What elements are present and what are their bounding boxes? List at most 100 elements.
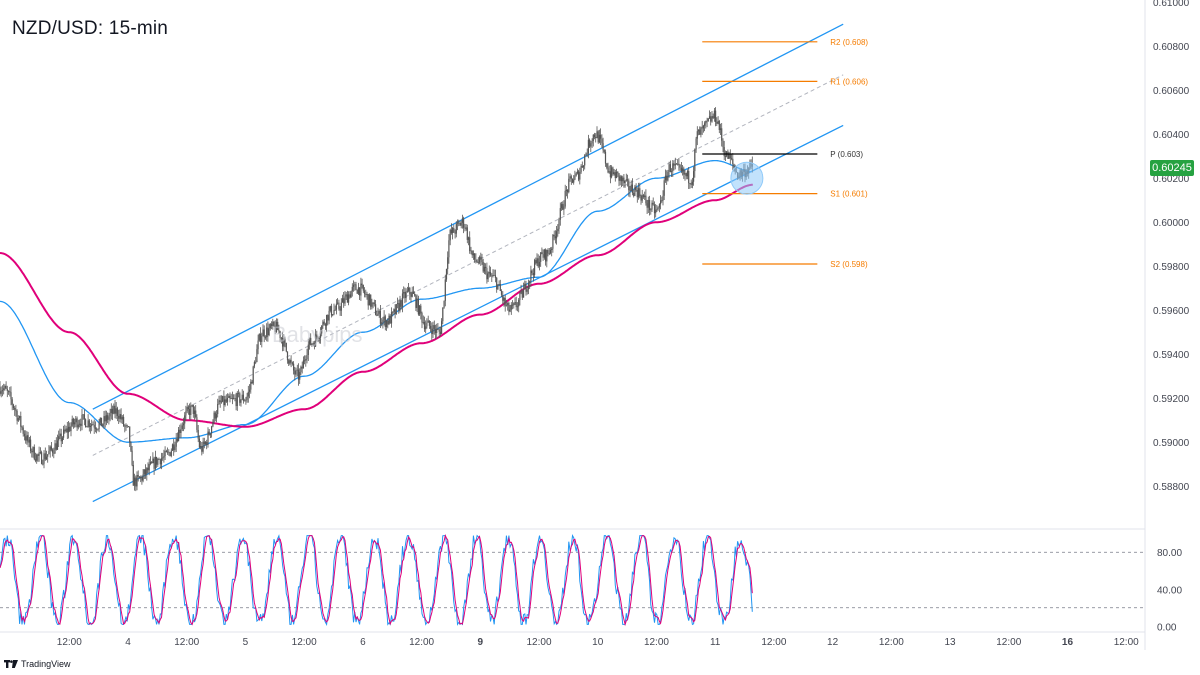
candle-body (651, 202, 653, 210)
candle-body (20, 416, 22, 427)
candle-body (337, 302, 339, 304)
candle-body (154, 457, 156, 469)
candle-body (0, 387, 1, 394)
candle-body (553, 234, 555, 237)
candle-body (14, 408, 16, 410)
candle-body (114, 405, 116, 414)
time-tick-label: 6 (360, 637, 366, 648)
candle-body (586, 153, 588, 155)
candle-body (52, 449, 54, 453)
price-tick-label: 0.59400 (1153, 350, 1190, 361)
candle-body (716, 122, 718, 124)
candle-body (92, 424, 94, 425)
candle-body (587, 139, 589, 154)
candle-body (656, 209, 658, 210)
stoch-k-line (0, 534, 753, 626)
candle-body (361, 283, 363, 285)
candle-body (606, 163, 608, 168)
tradingview-logo[interactable]: TradingView (4, 659, 71, 669)
candle-body (250, 381, 252, 390)
candle-body (110, 408, 112, 413)
candle-body (103, 416, 105, 424)
candle-body (677, 163, 679, 165)
candle-body (72, 418, 74, 425)
candle-body (44, 453, 46, 460)
candle-body (74, 422, 76, 425)
candle-body (163, 456, 165, 458)
candle-body (71, 418, 73, 426)
candle-body (600, 134, 602, 139)
candle-body (470, 250, 472, 252)
candle-body (255, 361, 257, 363)
candle-body (512, 304, 514, 306)
candle-body (504, 298, 506, 306)
candle-body (213, 412, 215, 423)
candle-body (19, 416, 21, 419)
time-tick-label: 12:00 (1114, 637, 1139, 648)
candle-body (274, 325, 276, 332)
candle-body (264, 337, 267, 338)
candle-body (630, 184, 632, 191)
candle-body (498, 284, 500, 285)
stoch-tick-label: 80.00 (1157, 548, 1182, 559)
candle-body (499, 284, 501, 291)
candle-body (514, 302, 516, 304)
candle-body (82, 414, 84, 416)
candle-body (6, 388, 8, 391)
ema-fast-line (0, 159, 753, 443)
candle-body (229, 395, 231, 399)
candle-body (127, 426, 129, 427)
time-tick-label: 10 (592, 637, 604, 648)
candle-body (242, 394, 244, 401)
candle-body (657, 207, 659, 210)
candle-body (516, 306, 519, 308)
candle-body (100, 417, 103, 427)
candle-body (655, 209, 657, 214)
candle-body (638, 188, 640, 198)
candle-body (97, 428, 99, 430)
candle-body (356, 290, 358, 294)
candle-body (272, 321, 274, 326)
candle-body (439, 331, 441, 334)
candle-body (366, 294, 368, 295)
candle-body (25, 436, 27, 441)
candle-body (398, 303, 400, 311)
candle-body (645, 195, 647, 204)
candle-body (23, 433, 26, 437)
candle-body (459, 222, 461, 226)
candle-body (146, 467, 148, 475)
candle-body (76, 418, 78, 428)
candle-body (64, 429, 66, 432)
candle-body (244, 400, 246, 402)
candle-body (710, 116, 712, 122)
candle-body (339, 308, 341, 311)
candle-body (246, 396, 248, 400)
candle-body (428, 320, 430, 326)
candle-body (472, 253, 474, 256)
candle-body (21, 426, 23, 428)
candle-body (327, 315, 329, 321)
candle-body (718, 121, 720, 130)
candle-body (175, 439, 177, 447)
candle-body (377, 313, 379, 316)
candle-body (83, 414, 85, 420)
candle-body (50, 446, 52, 450)
candle-body (168, 451, 170, 453)
candle-body (444, 279, 446, 301)
candle-body (538, 261, 541, 267)
candle-body (245, 399, 247, 401)
candle-body (379, 310, 381, 324)
candle-body (644, 195, 646, 198)
candle-body (160, 458, 163, 465)
candle-body (220, 401, 222, 403)
candlestick-series[interactable] (0, 107, 753, 492)
candle-body (78, 423, 81, 425)
candle-body (283, 338, 285, 347)
candle-body (77, 424, 79, 428)
candle-body (193, 410, 196, 414)
candle-body (299, 372, 301, 380)
candle-body (266, 327, 268, 338)
candle-body (658, 204, 660, 208)
candle-body (284, 338, 286, 343)
